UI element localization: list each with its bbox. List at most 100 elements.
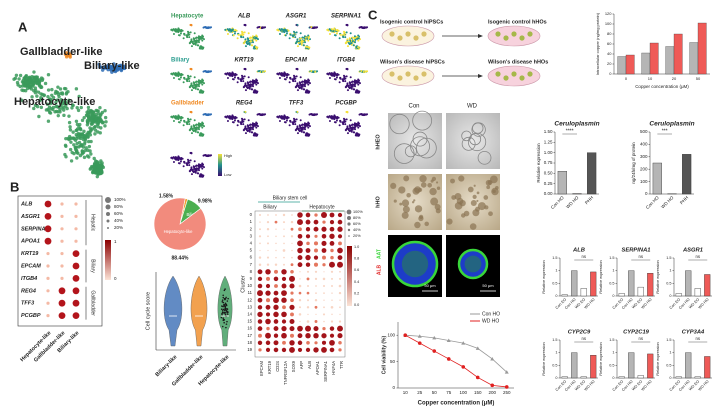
feature-point [346, 89, 349, 92]
feature-point [243, 40, 246, 43]
umap-point [64, 55, 69, 59]
feature-point [227, 73, 230, 76]
feature-point [248, 43, 251, 46]
dot [305, 347, 311, 353]
marker [504, 385, 509, 389]
feature-point [307, 90, 310, 93]
axis-title: Cell viability (%) [381, 335, 387, 374]
axis-title: Relative expression [542, 342, 546, 375]
feature-point [204, 113, 207, 116]
scale-bar-label: 50 μm [424, 283, 436, 288]
feature-point [294, 42, 297, 45]
dot [282, 305, 286, 310]
feature-point [210, 70, 213, 73]
feature-point [264, 113, 267, 116]
feature-point [190, 67, 193, 70]
feature-point [194, 86, 197, 89]
dot [290, 227, 294, 231]
dot [314, 298, 318, 302]
y-tick-label: 20 [607, 61, 612, 66]
feature-point [345, 31, 348, 34]
feature-point [248, 129, 251, 132]
y-tick-label: 0.5 [609, 281, 614, 285]
feature-point [233, 32, 236, 35]
organoid [527, 31, 533, 37]
marker [446, 357, 451, 361]
dot [315, 292, 317, 294]
group-label: Biliary [171, 58, 190, 64]
dot [74, 227, 78, 231]
jitter-point [226, 310, 228, 313]
feature-point [332, 30, 335, 33]
feature-point [307, 121, 310, 124]
umap-point [56, 113, 60, 118]
dot [258, 213, 262, 217]
umap-point [75, 105, 79, 110]
dot [291, 214, 293, 216]
umap-point [18, 73, 23, 78]
feature-point [332, 74, 335, 77]
feature-point [353, 35, 356, 38]
feature-point [194, 170, 197, 173]
feature-point [176, 30, 179, 33]
x-tick-label: Con HO [645, 195, 660, 210]
feature-point [357, 83, 360, 86]
feature-point [201, 34, 204, 37]
feature-point [248, 42, 251, 45]
jitter-point [225, 326, 227, 329]
umap-point [64, 155, 68, 159]
organoid [495, 31, 501, 37]
feature-point [189, 168, 192, 171]
dot [329, 233, 335, 239]
feature-point [173, 29, 176, 32]
organoid [430, 179, 434, 183]
organoid [492, 189, 496, 194]
feature-point [350, 43, 353, 46]
feature-point [287, 116, 290, 119]
umap-point [50, 87, 54, 92]
organoid [495, 71, 501, 77]
umap-point [64, 92, 69, 96]
dot [330, 270, 334, 273]
feature-point [201, 39, 204, 42]
x-tick-label: 0 [625, 76, 628, 81]
x-tick-label: WD HO [584, 298, 596, 310]
feature-point [342, 30, 345, 33]
feature-point [337, 29, 340, 32]
y-tick-label: 0.5 [552, 281, 557, 285]
dot [282, 213, 286, 217]
feature-point [197, 79, 200, 82]
umap-point [17, 77, 21, 81]
dot [257, 340, 263, 346]
cluster-label: 11 [248, 290, 253, 295]
feature-point [354, 128, 357, 131]
scale-label: High [224, 153, 232, 158]
organoid [413, 35, 419, 41]
feature-point [226, 120, 229, 123]
dot [290, 270, 294, 274]
feature-point [249, 36, 252, 39]
y-tick-label: 1.5 [666, 256, 671, 260]
feature-point [292, 35, 295, 38]
umap-point [38, 98, 42, 103]
dot [338, 348, 342, 352]
umap-point [78, 153, 83, 158]
feature-point [339, 33, 342, 36]
dot [275, 228, 277, 230]
cluster-label: 14 [247, 312, 252, 317]
organoid [419, 175, 427, 183]
dot [258, 235, 262, 238]
umap-point [56, 85, 60, 89]
feature-point [349, 32, 352, 35]
chart-title: CYP2C9 [568, 330, 591, 336]
y-tick-label: 50 [390, 359, 396, 364]
feature-point [199, 89, 202, 92]
feature-point [183, 77, 186, 80]
y-tick-label: 120 [605, 11, 612, 16]
umap-point [69, 140, 73, 144]
x-tick-label: WD HO [698, 380, 710, 392]
feature-point [210, 154, 213, 157]
feature-point [339, 77, 342, 80]
umap-point [122, 64, 127, 68]
feature-point [195, 80, 198, 83]
